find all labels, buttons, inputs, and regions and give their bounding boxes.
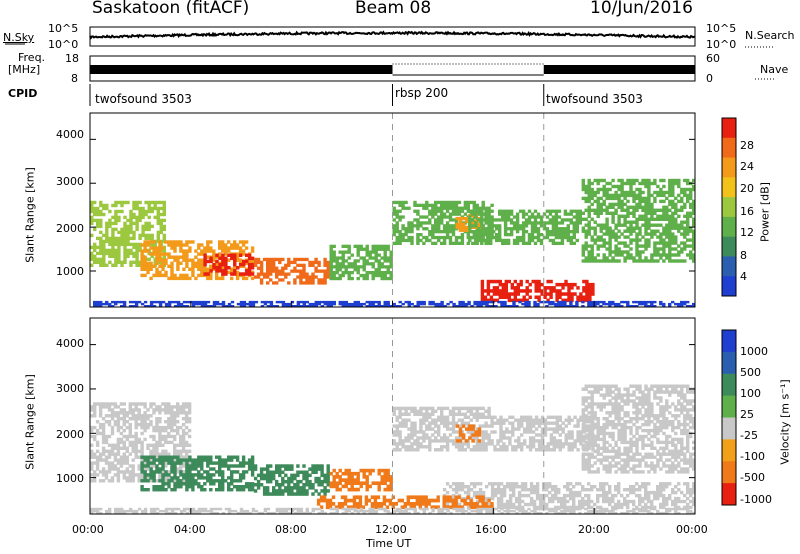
velocity-colorbar-segment xyxy=(722,417,736,440)
velocity-colorbar-segment xyxy=(722,439,736,462)
cpid-segment-1: twofsound 3503 xyxy=(95,92,192,106)
velocity-region-9 xyxy=(316,495,494,510)
velocity-region-10 xyxy=(90,507,696,515)
xtick-6: 00:00 xyxy=(676,523,708,536)
nave-label: Nave xyxy=(760,63,789,76)
velocity-region-4 xyxy=(392,406,494,452)
xtick-5: 20:00 xyxy=(578,523,610,536)
power-ytick-1000: 1000 xyxy=(56,265,84,278)
power-ylabel: Slant Range [km] xyxy=(23,167,37,263)
freq-label-line2: [MHz] xyxy=(8,63,41,76)
vel-cb-tick-1000: 1000 xyxy=(740,345,768,358)
power-ytick-4000: 4000 xyxy=(56,128,84,141)
velocity-colorbar-segment xyxy=(722,373,736,397)
noise-left-tick-high: 10^5 xyxy=(48,22,79,35)
xtick-2: 08:00 xyxy=(275,523,307,536)
vel-ylabel: Slant Range [km] xyxy=(23,374,37,470)
power-colorbar-segment xyxy=(722,118,736,139)
freq-tick-low: 8 xyxy=(71,72,78,85)
power-colorbar-segment xyxy=(722,276,736,297)
velocity-region-2 xyxy=(253,464,330,496)
velocity-region-8 xyxy=(442,482,696,510)
power-ytick-2000: 2000 xyxy=(56,222,84,235)
power-colorbar-segment xyxy=(722,177,736,198)
cpid-label: CPID xyxy=(8,87,38,100)
noise-right-tick-low: 10^0 xyxy=(706,38,737,51)
nave-tick-high: 60 xyxy=(706,52,720,65)
freq-label-line1: Freq. xyxy=(18,51,46,64)
power-cb-tick-16: 16 xyxy=(740,205,754,218)
power-region-3 xyxy=(253,257,330,285)
power-colorbar-segment xyxy=(722,137,736,159)
vel-cb-tick-neg500: -500 xyxy=(740,471,765,484)
power-colorbar-segment xyxy=(722,197,736,218)
vel-cb-tick-neg25: -25 xyxy=(740,429,758,442)
power-region-8 xyxy=(581,178,696,263)
power-region-2 xyxy=(203,253,255,276)
vel-cb-tick-neg100: -100 xyxy=(740,450,765,463)
xtick-4: 16:00 xyxy=(475,523,507,536)
power-colorbar-label: Power [dB] xyxy=(758,182,772,242)
cpid-segment-3: twofsound 3503 xyxy=(546,92,643,106)
vel-ytick-1000: 1000 xyxy=(56,472,84,485)
vel-cb-tick-500: 500 xyxy=(740,366,761,379)
velocity-region-3 xyxy=(329,468,393,492)
power-colorbar-frame xyxy=(721,117,737,297)
velocity-colorbar-segment xyxy=(722,461,736,484)
freq-tick-high: 18 xyxy=(65,52,79,65)
station-title: Saskatoon (fitACF) xyxy=(92,0,250,18)
freq-band-1 xyxy=(90,65,393,74)
velocity-colorbar-segment xyxy=(722,483,736,506)
date-title: 10/Jun/2016 xyxy=(590,0,693,18)
velocity-colorbar-frame xyxy=(721,329,737,506)
power-cb-tick-4: 4 xyxy=(740,270,747,283)
power-cb-tick-8: 8 xyxy=(740,249,747,262)
vel-cb-tick-25: 25 xyxy=(740,408,754,421)
power-region-4 xyxy=(329,244,393,281)
cpid-segment-2: rbsp 200 xyxy=(395,86,449,100)
xtick-3: 12:00 xyxy=(375,523,407,536)
noise-left-tick-low: 10^0 xyxy=(48,38,79,51)
power-ytick-3000: 3000 xyxy=(56,175,84,188)
vel-ytick-4000: 4000 xyxy=(56,337,84,350)
nave-tick-low: 0 xyxy=(706,72,713,85)
vel-cb-tick-neg1000: -1000 xyxy=(740,493,772,506)
vel-colorbar-label: Velocity [m s⁻¹] xyxy=(778,379,792,465)
noise-right-tick-high: 10^5 xyxy=(706,22,737,35)
freq-band-3 xyxy=(543,65,695,74)
beam-title: Beam 08 xyxy=(355,0,432,18)
power-cb-tick-12: 12 xyxy=(740,226,754,239)
power-cb-tick-24: 24 xyxy=(740,160,754,173)
power-colorbar-segment xyxy=(722,256,736,277)
velocity-region-5 xyxy=(455,424,482,443)
vel-ytick-3000: 3000 xyxy=(56,382,84,395)
power-cb-tick-28: 28 xyxy=(740,139,754,152)
vel-cb-tick-100: 100 xyxy=(740,387,761,400)
vel-ytick-2000: 2000 xyxy=(56,428,84,441)
xtick-0: 00:00 xyxy=(72,523,104,536)
noise-search-label: N.Search xyxy=(745,29,795,42)
velocity-colorbar-segment xyxy=(722,351,736,375)
power-colorbar-segment xyxy=(722,216,736,238)
noise-sky-trace xyxy=(89,30,696,40)
power-cb-tick-20: 20 xyxy=(740,182,754,195)
velocity-colorbar-segment xyxy=(722,395,736,418)
xlabel: Time UT xyxy=(366,537,412,550)
power-region-9 xyxy=(480,279,595,303)
velocity-region-7 xyxy=(581,384,696,474)
velocity-colorbar-segment xyxy=(722,330,736,353)
power-region-7 xyxy=(468,209,582,245)
velocity-region-1 xyxy=(140,455,255,492)
power-region-10 xyxy=(93,300,696,308)
xtick-1: 04:00 xyxy=(174,523,206,536)
power-colorbar-segment xyxy=(722,236,736,257)
power-colorbar-segment xyxy=(722,157,736,178)
noise-sky-label: N.Sky xyxy=(3,31,35,44)
